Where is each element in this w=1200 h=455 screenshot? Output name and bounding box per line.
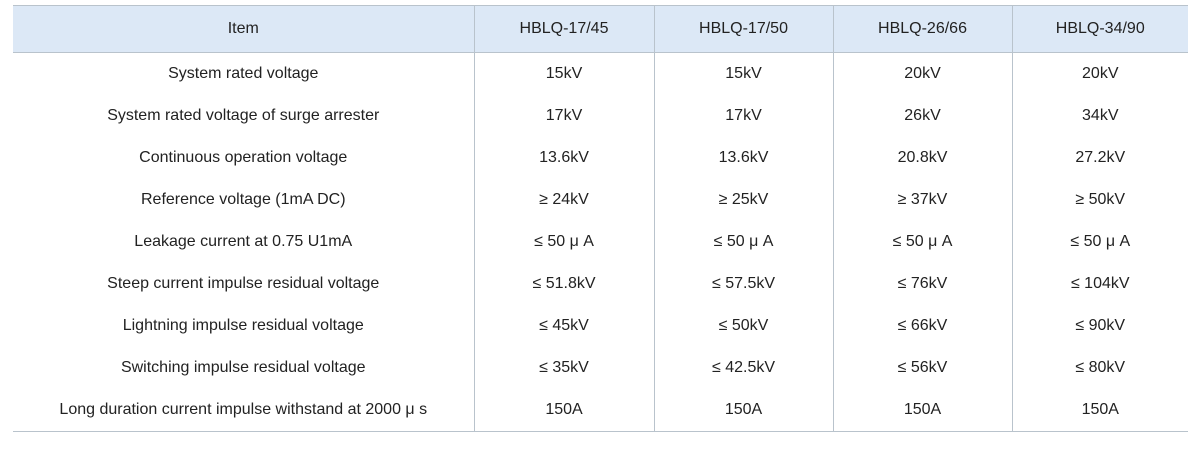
value-cell: 26kV <box>832 95 1013 137</box>
table-row: Lightning impulse residual voltage ≤ 45kV… <box>13 305 1188 347</box>
value-cell: 34kV <box>1011 95 1188 137</box>
spec-table: Item HBLQ-17/45 HBLQ-17/50 HBLQ-26/66 HBLQ-3… <box>13 5 1188 432</box>
header-cell: HBLQ-17/50 <box>653 5 834 53</box>
table-row: Long duration current impulse withstand … <box>13 389 1188 432</box>
value-cell: 15kV <box>473 52 655 95</box>
value-cell: ≤ 76kV <box>832 263 1013 305</box>
value-cell: 150A <box>1011 389 1188 432</box>
table-body: System rated voltage 15kV 15kV 20kV 20kV Syst… <box>13 52 1188 432</box>
item-cell: Long duration current impulse withstand … <box>13 389 475 432</box>
item-cell: Switching impulse residual voltage <box>13 347 475 389</box>
table-row: Continuous operation voltage 13.6kV 13.6kV… <box>13 137 1188 179</box>
value-cell: 17kV <box>473 95 655 137</box>
item-cell: Reference voltage (1mA DC) <box>13 179 475 221</box>
value-cell: 15kV <box>653 52 834 95</box>
value-cell: ≤ 80kV <box>1011 347 1188 389</box>
value-cell: 13.6kV <box>653 137 834 179</box>
value-cell: 20kV <box>832 52 1013 95</box>
header-cell: HBLQ-26/66 <box>832 5 1013 53</box>
item-cell: System rated voltage <box>13 52 475 95</box>
value-cell: ≤ 104kV <box>1011 263 1188 305</box>
value-cell: ≤ 50 μ A <box>473 221 655 263</box>
value-cell: ≤ 51.8kV <box>473 263 655 305</box>
item-cell: Lightning impulse residual voltage <box>13 305 475 347</box>
header-row: Item HBLQ-17/45 HBLQ-17/50 HBLQ-26/66 HBLQ-3… <box>13 5 1188 53</box>
header-cell: HBLQ-34/90 <box>1011 5 1188 53</box>
value-cell: ≤ 66kV <box>832 305 1013 347</box>
value-cell: ≤ 57.5kV <box>653 263 834 305</box>
value-cell: 13.6kV <box>473 137 655 179</box>
value-cell: 27.2kV <box>1011 137 1188 179</box>
table-row: System rated voltage of surge arrester 17… <box>13 95 1188 137</box>
value-cell: ≤ 35kV <box>473 347 655 389</box>
value-cell: 150A <box>473 389 655 432</box>
value-cell: 20kV <box>1011 52 1188 95</box>
value-cell: ≤ 50 μ A <box>1011 221 1188 263</box>
value-cell: ≥ 50kV <box>1011 179 1188 221</box>
value-cell: 150A <box>832 389 1013 432</box>
value-cell: 20.8kV <box>832 137 1013 179</box>
table-row: Switching impulse residual voltage ≤ 35kV… <box>13 347 1188 389</box>
value-cell: ≥ 25kV <box>653 179 834 221</box>
value-cell: ≥ 24kV <box>473 179 655 221</box>
item-cell: Continuous operation voltage <box>13 137 475 179</box>
value-cell: ≤ 42.5kV <box>653 347 834 389</box>
item-cell: Steep current impulse residual voltage <box>13 263 475 305</box>
table-row: Leakage current at 0.75 U1mA ≤ 50 μ A ≤ 50… <box>13 221 1188 263</box>
table-row: Steep current impulse residual voltage ≤ … <box>13 263 1188 305</box>
header-cell: HBLQ-17/45 <box>473 5 655 53</box>
table-row: System rated voltage 15kV 15kV 20kV 20kV <box>13 52 1188 95</box>
value-cell: ≤ 45kV <box>473 305 655 347</box>
header-cell: Item <box>13 5 475 53</box>
value-cell: ≤ 56kV <box>832 347 1013 389</box>
item-cell: Leakage current at 0.75 U1mA <box>13 221 475 263</box>
value-cell: 17kV <box>653 95 834 137</box>
value-cell: 150A <box>653 389 834 432</box>
value-cell: ≤ 50 μ A <box>832 221 1013 263</box>
table-row: Reference voltage (1mA DC) ≥ 24kV ≥ 25kV ≥ … <box>13 179 1188 221</box>
value-cell: ≤ 50kV <box>653 305 834 347</box>
value-cell: ≥ 37kV <box>832 179 1013 221</box>
spec-table-wrap: Item HBLQ-17/45 HBLQ-17/50 HBLQ-26/66 HBLQ-3… <box>13 5 1188 432</box>
item-cell: System rated voltage of surge arrester <box>13 95 475 137</box>
value-cell: ≤ 50 μ A <box>653 221 834 263</box>
value-cell: ≤ 90kV <box>1011 305 1188 347</box>
